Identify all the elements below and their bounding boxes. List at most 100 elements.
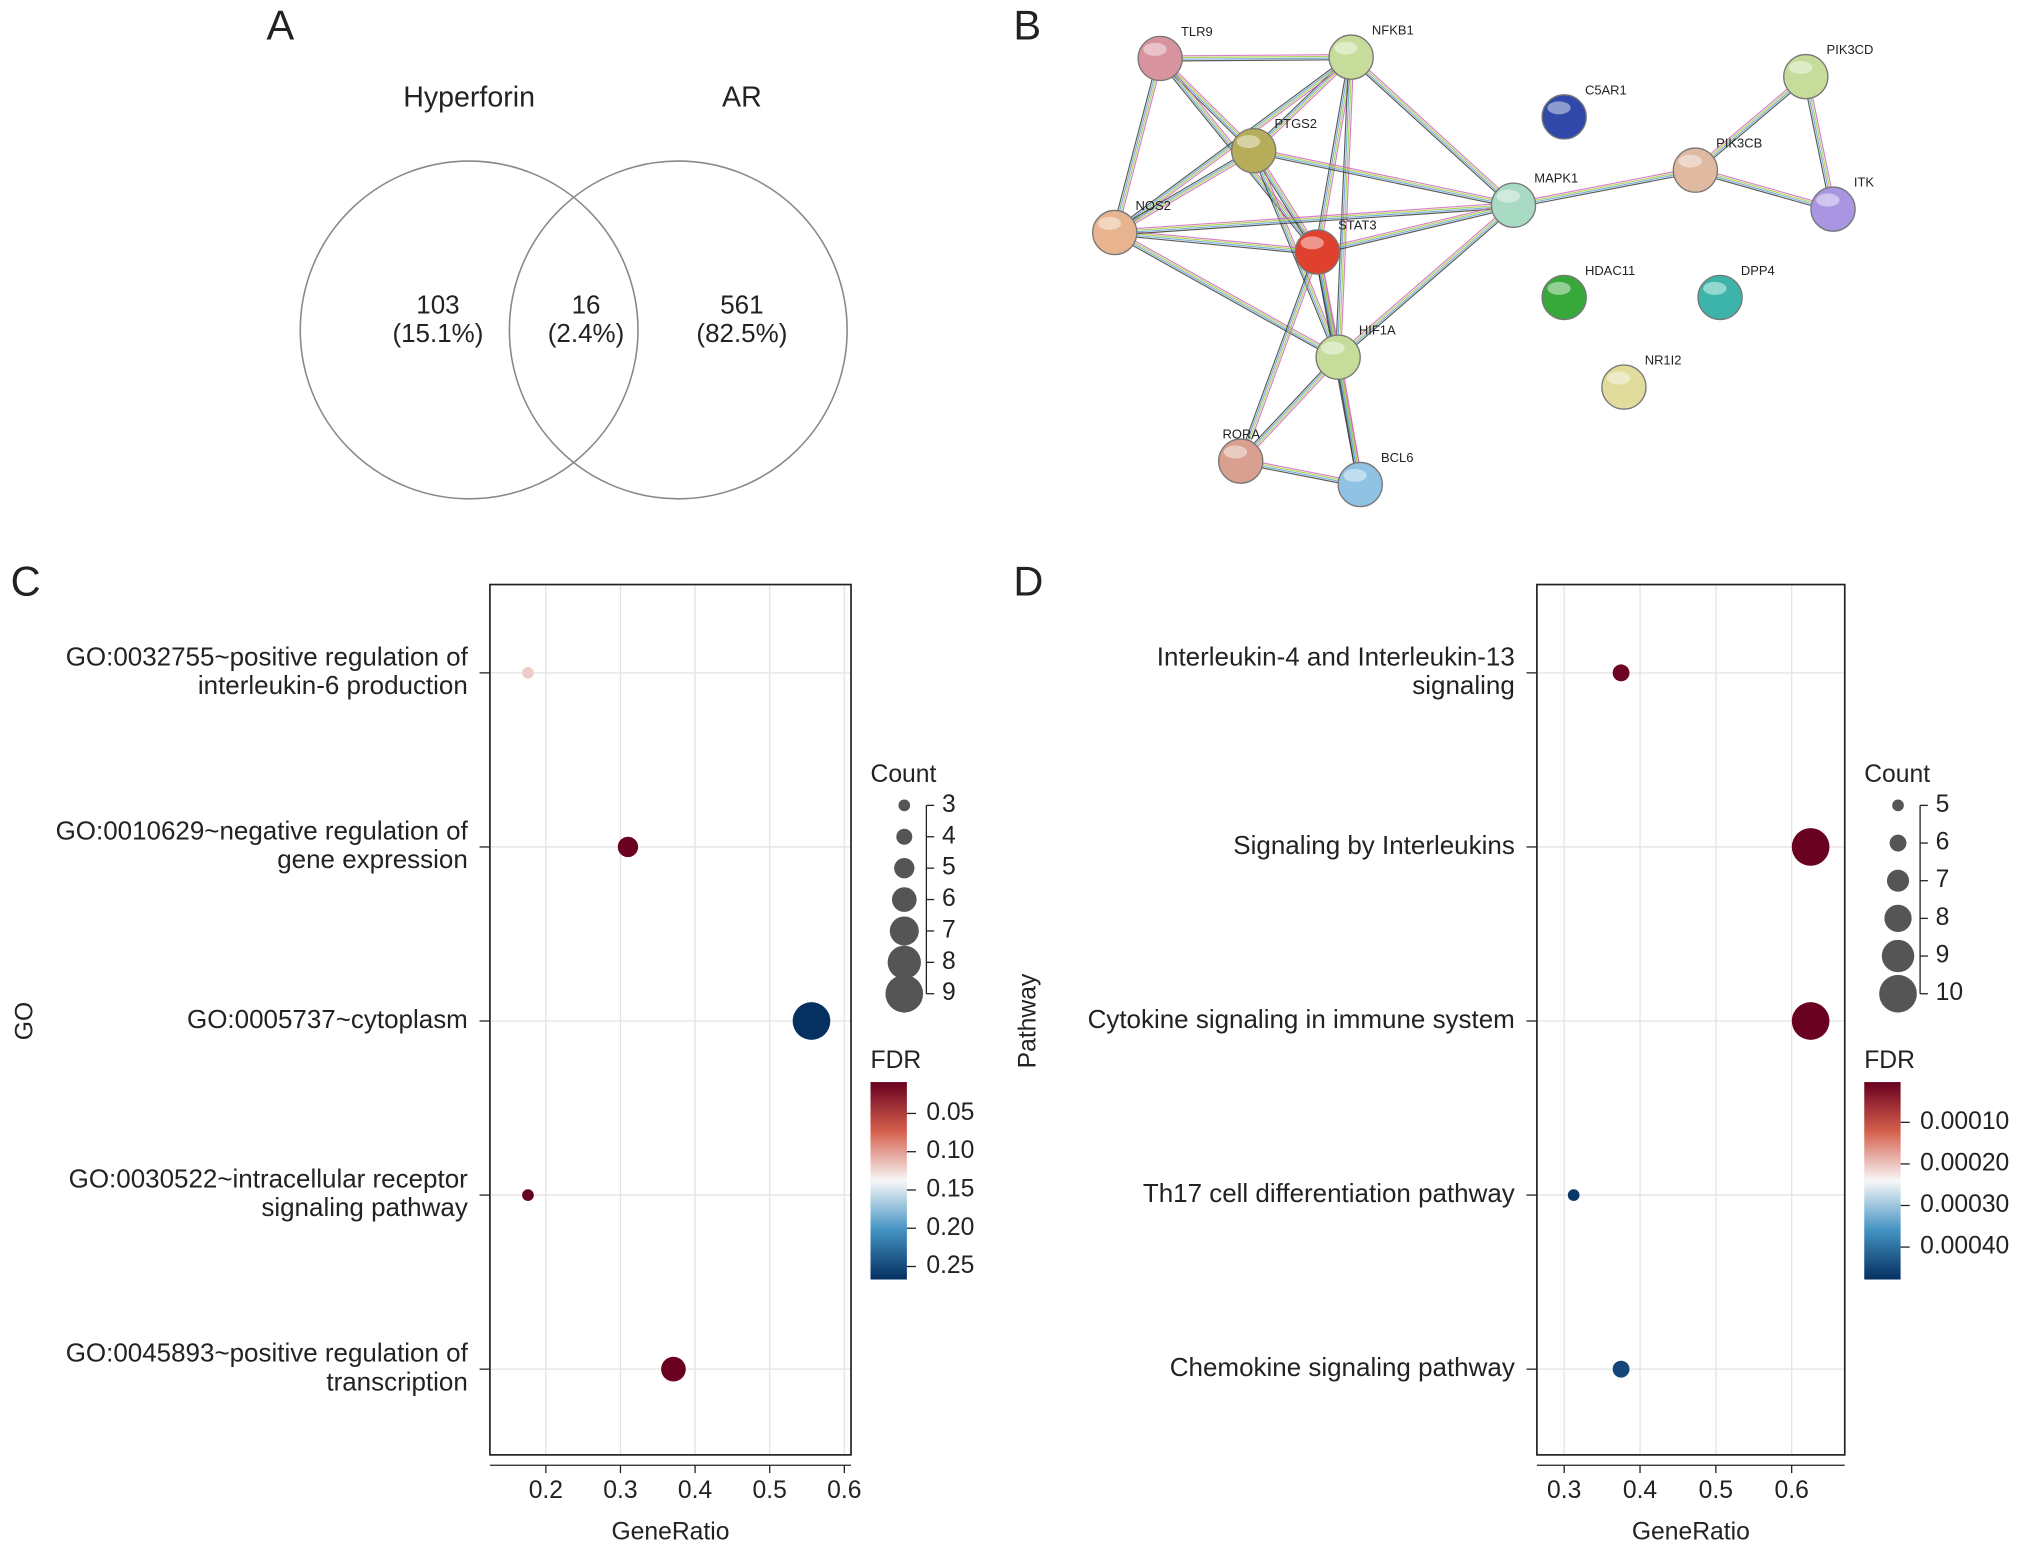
size-label: 9 <box>1936 942 1950 969</box>
x-tick-label: 0.5 <box>1699 1477 1733 1504</box>
x-tick-label: 0.2 <box>529 1477 563 1504</box>
node-highlight <box>1143 42 1167 56</box>
x-tick-label: 0.5 <box>753 1477 787 1504</box>
size-key <box>896 828 913 845</box>
network-node <box>1697 274 1743 321</box>
dot <box>792 1002 831 1040</box>
network-edge <box>1250 151 1337 359</box>
node-highlight <box>1223 445 1248 459</box>
network-node <box>1672 147 1719 193</box>
network-edge <box>1114 205 1514 234</box>
network-edge <box>1114 232 1318 254</box>
y-tick-label: transcription <box>326 1366 467 1396</box>
y-tick-label: GO:0045893~positive regulation of <box>66 1338 469 1368</box>
size-key <box>894 857 915 879</box>
node-highlight <box>1236 135 1261 149</box>
network-edge <box>1113 234 1338 360</box>
node-label: RORA <box>1223 427 1261 442</box>
node-highlight <box>1678 154 1702 168</box>
node-highlight <box>1547 101 1571 115</box>
node-highlight <box>1607 371 1631 385</box>
x-tick-label: 0.6 <box>827 1477 861 1504</box>
network-edge <box>1694 170 1833 211</box>
network-edge <box>1336 57 1351 358</box>
node-label: STAT3 <box>1338 217 1376 232</box>
size-label: 4 <box>942 822 956 849</box>
network-edge <box>1112 54 1350 231</box>
network-edge <box>1335 57 1350 358</box>
size-key <box>1892 799 1904 812</box>
network-edge <box>1253 150 1514 207</box>
network-edge <box>1317 207 1515 256</box>
region-percentage: (15.1%) <box>392 318 483 348</box>
node-label: HDAC11 <box>1585 263 1635 278</box>
network-node <box>1294 229 1341 275</box>
y-tick-label: signaling pathway <box>261 1192 467 1222</box>
size-label: 5 <box>1936 791 1950 818</box>
legend-title: FDR <box>871 1047 922 1074</box>
size-key <box>898 799 911 812</box>
network-edge <box>1253 152 1514 209</box>
network-edge <box>1160 54 1352 57</box>
network-edge <box>1338 57 1353 358</box>
y-tick-label: interleukin-6 production <box>198 670 468 700</box>
network-edge <box>1695 76 1807 172</box>
network-edge <box>1351 56 1515 206</box>
node-label: ITK <box>1854 175 1875 190</box>
y-tick-label: gene expression <box>277 844 468 874</box>
network-edge <box>1113 58 1160 233</box>
size-label: 8 <box>942 948 956 975</box>
network-node <box>1541 274 1587 321</box>
network-node <box>1091 209 1138 256</box>
network-node <box>1315 334 1361 380</box>
network-edge <box>1317 205 1514 254</box>
network-edge <box>1513 170 1696 207</box>
region-percentage: (2.4%) <box>548 318 624 348</box>
network-edge <box>1339 206 1516 360</box>
node-label: PIK3CD <box>1827 42 1874 57</box>
node-highlight <box>1547 281 1571 295</box>
network-edge <box>1114 202 1514 231</box>
network-edge <box>1239 356 1338 461</box>
size-label: 9 <box>942 979 956 1006</box>
node-highlight <box>1343 468 1367 482</box>
network-node <box>1217 438 1264 484</box>
size-key <box>1884 904 1912 933</box>
y-tick-label: GO:0030522~intracellular receptor <box>69 1164 468 1194</box>
dot <box>661 1356 686 1382</box>
network-edge <box>1337 204 1514 358</box>
size-label: 7 <box>942 916 956 943</box>
set-label: Hyperforin <box>403 81 535 113</box>
x-tick-label: 0.4 <box>1623 1477 1657 1504</box>
node-label: TLR9 <box>1181 24 1213 39</box>
x-tick-label: 0.3 <box>603 1477 637 1504</box>
dot <box>522 1189 534 1201</box>
network-edge <box>1114 203 1514 233</box>
colorbar-label: 0.00010 <box>1920 1108 2009 1135</box>
y-tick-label: Th17 cell differentiation pathway <box>1143 1178 1515 1208</box>
network-node <box>1810 186 1856 232</box>
network-edge <box>1115 229 1340 356</box>
network-edge <box>1116 58 1164 234</box>
size-label: 3 <box>942 791 956 818</box>
network-edge <box>1694 172 1833 213</box>
network-edge <box>1695 167 1834 208</box>
node-highlight <box>1496 189 1521 203</box>
set-label: AR <box>722 81 762 113</box>
network-edge <box>1114 207 1514 236</box>
y-tick-label: GO:0032755~positive regulation of <box>66 641 469 671</box>
network-edge <box>1113 147 1253 231</box>
network-node <box>1230 127 1277 174</box>
y-tick-label: Cytokine signaling in immune system <box>1088 1004 1515 1034</box>
node-label: BCL6 <box>1381 450 1413 465</box>
colorbar <box>1864 1082 1901 1280</box>
plot-frame <box>1536 583 1846 1456</box>
network-edge <box>1114 150 1255 234</box>
network-edge <box>1317 57 1353 253</box>
network-edge <box>1317 203 1514 252</box>
dot <box>617 836 639 858</box>
network-edge <box>1240 252 1319 462</box>
node-label: NR1I2 <box>1645 353 1682 368</box>
